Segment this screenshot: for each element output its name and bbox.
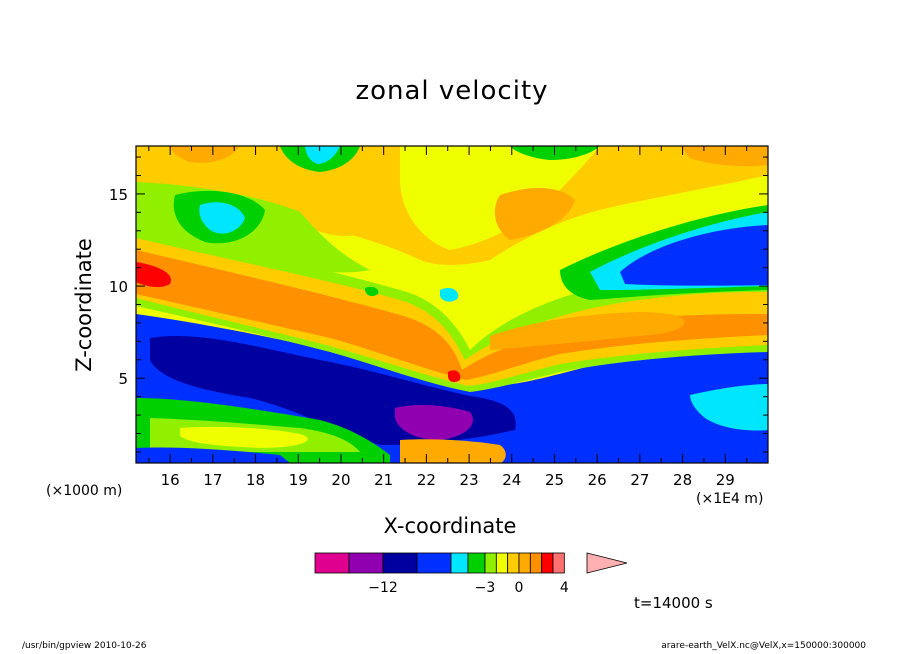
x-tick-label: 29 — [716, 471, 735, 489]
x-axis-unit: (×1E4 m) — [696, 491, 764, 507]
x-tick-label: 27 — [630, 471, 649, 489]
x-tick-label: 23 — [460, 471, 479, 489]
contour-region — [448, 370, 461, 383]
axis-ticks — [136, 146, 768, 463]
contour-plot-area — [136, 146, 768, 463]
y-axis-unit: (×1000 m) — [46, 483, 123, 499]
x-axis-label: X-coordinate — [383, 514, 517, 538]
colorbar-swatch — [382, 552, 418, 574]
colorbar-swatch — [314, 552, 350, 574]
x-tick-label: 19 — [289, 471, 308, 489]
contour-region — [136, 238, 768, 386]
contour-region — [199, 202, 245, 234]
colorbar: −12 −3 0 4 — [314, 552, 628, 596]
chart-title: zonal velocity — [355, 76, 549, 106]
y-tick-label: 10 — [109, 278, 128, 296]
x-tick-label: 26 — [588, 471, 607, 489]
colorbar-swatch — [348, 552, 384, 574]
contour-region — [690, 384, 768, 431]
x-tick-label: 17 — [203, 471, 222, 489]
contour-region — [490, 312, 685, 350]
colorbar-swatch — [541, 552, 554, 574]
contour-region — [620, 225, 768, 286]
x-tick-label: 21 — [374, 471, 393, 489]
colorbar-label: −3 — [475, 580, 496, 596]
contour-region — [440, 287, 459, 302]
contour-region — [365, 286, 379, 297]
colorbar-swatch — [529, 552, 543, 574]
contour-region — [299, 198, 380, 236]
colorbar-swatch — [484, 552, 497, 574]
x-tick-label: 16 — [161, 471, 180, 489]
y-tick-label: 15 — [109, 186, 128, 204]
colorbar-swatch — [518, 552, 531, 574]
contour-region — [170, 146, 240, 163]
x-tick-label: 25 — [545, 471, 564, 489]
y-tick-label: 5 — [118, 370, 128, 388]
contour-region — [136, 250, 768, 380]
colorbar-label: 4 — [560, 580, 569, 596]
contour-region — [680, 146, 768, 167]
x-tick-label: 22 — [417, 471, 436, 489]
contour-region — [305, 146, 340, 164]
contour-region — [510, 146, 600, 160]
footer-source: arare-earth_VelX.nc@VelX,x=150000:300000 — [661, 641, 866, 651]
x-tick-label: 28 — [673, 471, 692, 489]
axis-tick-labels: 16 17 18 19 20 21 22 23 24 25 26 27 28 29 5 10 15 — [109, 186, 735, 489]
x-tick-label: 24 — [502, 471, 521, 489]
contour-region — [395, 405, 473, 440]
contour-region — [494, 188, 575, 240]
colorbar-swatch — [552, 552, 565, 574]
colorbar-extend-arrow — [586, 552, 628, 574]
colorbar-swatch — [450, 552, 469, 574]
contour-region — [136, 262, 171, 288]
colorbar-swatch — [495, 552, 509, 574]
colorbar-swatch — [507, 552, 520, 574]
colorbar-label: −12 — [368, 580, 398, 596]
time-label: t=14000 s — [634, 594, 713, 612]
colorbar-swatch — [467, 552, 486, 574]
contour-region — [180, 426, 308, 448]
colorbar-swatch — [416, 552, 452, 574]
footer-program: /usr/bin/gpview 2010-10-26 — [22, 641, 147, 651]
x-tick-label: 20 — [331, 471, 350, 489]
x-tick-label: 18 — [246, 471, 265, 489]
colorbar-label: 0 — [515, 580, 524, 596]
